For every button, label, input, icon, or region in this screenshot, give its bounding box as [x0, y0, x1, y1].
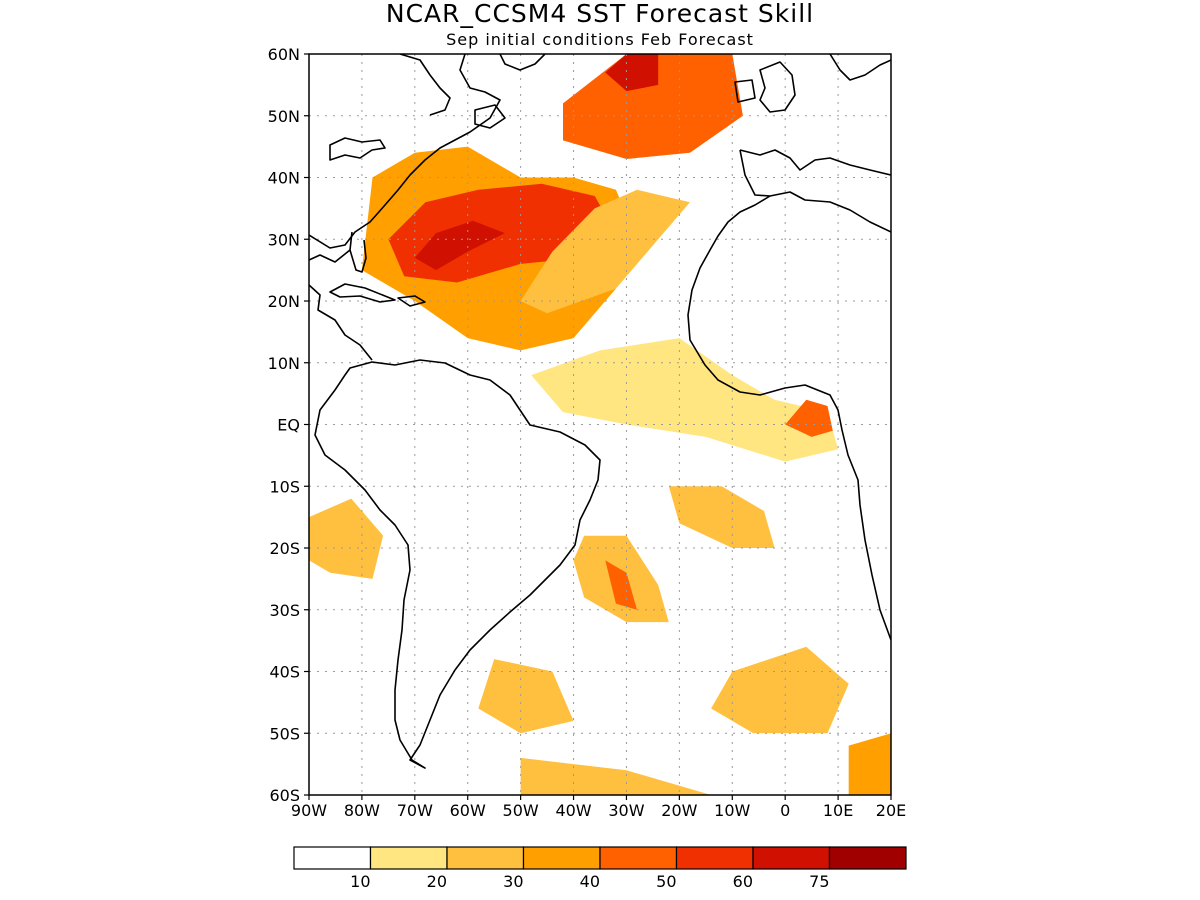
lat-tick-label: 10S	[269, 477, 300, 496]
lat-tick-label: EQ	[277, 416, 300, 435]
colorbar-label: 50	[656, 872, 676, 891]
colorbar-labels: 10 20 30 40 50 60 75	[350, 872, 829, 891]
colorbar-label: 60	[733, 872, 753, 891]
greenland-coast	[499, 54, 546, 71]
skill-region-south-atlantic-central	[668, 486, 775, 548]
colorbar-label: 10	[350, 872, 370, 891]
lon-tick-label: 70W	[397, 801, 433, 820]
skill-region-central-north-atlantic	[520, 189, 690, 314]
british-isles-coast	[759, 61, 796, 113]
colorbar-label: 30	[503, 872, 523, 891]
lat-tick-label: 40S	[269, 663, 300, 682]
skill-region-gulf-of-guinea	[785, 399, 833, 437]
lat-tick-label: 50N	[268, 107, 300, 126]
lat-tick-label: 50S	[269, 724, 300, 743]
lat-tick-label: 20S	[269, 539, 300, 558]
lon-tick-label: 30W	[608, 801, 644, 820]
africa-coast	[687, 191, 891, 641]
lon-tick-label: 50W	[503, 801, 539, 820]
colorbar-swatch	[369, 846, 448, 870]
latitude-labels: 60N 50N 40N 30N 20N 10N EQ 10S 20S 30S 40S 50S 60S	[268, 45, 309, 805]
lon-tick-label: 90W	[291, 801, 327, 820]
colorbar-swatch	[293, 846, 372, 870]
colorbar-swatch	[522, 846, 601, 870]
longitude-labels: 90W 80W 70W 60W 50W 40W 30W 20W 10W 0 10E 20E	[291, 795, 906, 820]
colorbar-swatch	[828, 846, 907, 870]
colorbar-swatch	[446, 846, 525, 870]
skill-region-subtropical-north-atlantic-max	[414, 220, 505, 271]
map-subtitle: Sep initial conditions Feb Forecast	[446, 30, 754, 49]
coastlines	[309, 54, 891, 769]
colorbar-label: 40	[580, 872, 600, 891]
skill-region-north-atlantic-high-lat	[563, 54, 743, 159]
colorbar-label: 75	[809, 872, 829, 891]
ireland-coast	[734, 79, 756, 103]
gulf-coast	[309, 249, 351, 263]
skill-region-brazil-coast-core	[605, 560, 637, 610]
colorbar-swatch	[599, 846, 678, 870]
lon-tick-label: 20W	[661, 801, 697, 820]
north-america-coast	[309, 54, 501, 249]
lon-tick-label: 10E	[823, 801, 853, 820]
central-america-coast	[309, 284, 373, 361]
scandinavia-coast	[829, 54, 891, 81]
skill-region-south-atlantic-east	[711, 646, 849, 734]
lat-tick-label: 30N	[268, 230, 300, 249]
lat-tick-label: 20N	[268, 292, 300, 311]
lat-tick-label: 60N	[268, 45, 300, 64]
lon-tick-label: 0	[780, 801, 790, 820]
lon-tick-label: 20E	[876, 801, 906, 820]
lat-tick-label: 40N	[268, 169, 300, 188]
colorbar-swatch	[752, 846, 831, 870]
lon-tick-label: 40W	[555, 801, 591, 820]
colorbar-swatch	[675, 846, 754, 870]
map-title: NCAR_CCSM4 SST Forecast Skill	[386, 0, 814, 28]
europe-coast	[739, 149, 891, 176]
lat-tick-label: 60S	[269, 786, 300, 805]
map-area	[309, 54, 891, 795]
skill-region-southern-ocean	[520, 757, 712, 795]
iberia-coast	[739, 149, 771, 197]
skill-region-north-atlantic-high-lat-core	[605, 54, 659, 92]
lon-tick-label: 10W	[714, 801, 750, 820]
hispaniola-coast	[397, 295, 426, 307]
colorbar-label: 20	[427, 872, 447, 891]
labrador-coast	[399, 54, 451, 116]
skill-region-tropical-band	[531, 338, 839, 462]
newfoundland-coast	[474, 104, 506, 129]
south-america-coast	[314, 359, 601, 769]
lon-tick-label: 60W	[450, 801, 486, 820]
great-lakes-coast	[329, 137, 386, 161]
skill-regions	[309, 54, 891, 795]
skill-region-east-pacific	[309, 498, 384, 579]
skill-region-south-east-corner	[848, 733, 891, 795]
skill-region-south-atlantic-midlat	[478, 659, 574, 734]
colorbar	[293, 846, 907, 870]
lon-tick-label: 80W	[344, 801, 380, 820]
cuba-coast	[329, 283, 396, 303]
florida-coast	[349, 231, 367, 273]
lat-tick-label: 10N	[268, 354, 300, 373]
lat-tick-label: 30S	[269, 601, 300, 620]
